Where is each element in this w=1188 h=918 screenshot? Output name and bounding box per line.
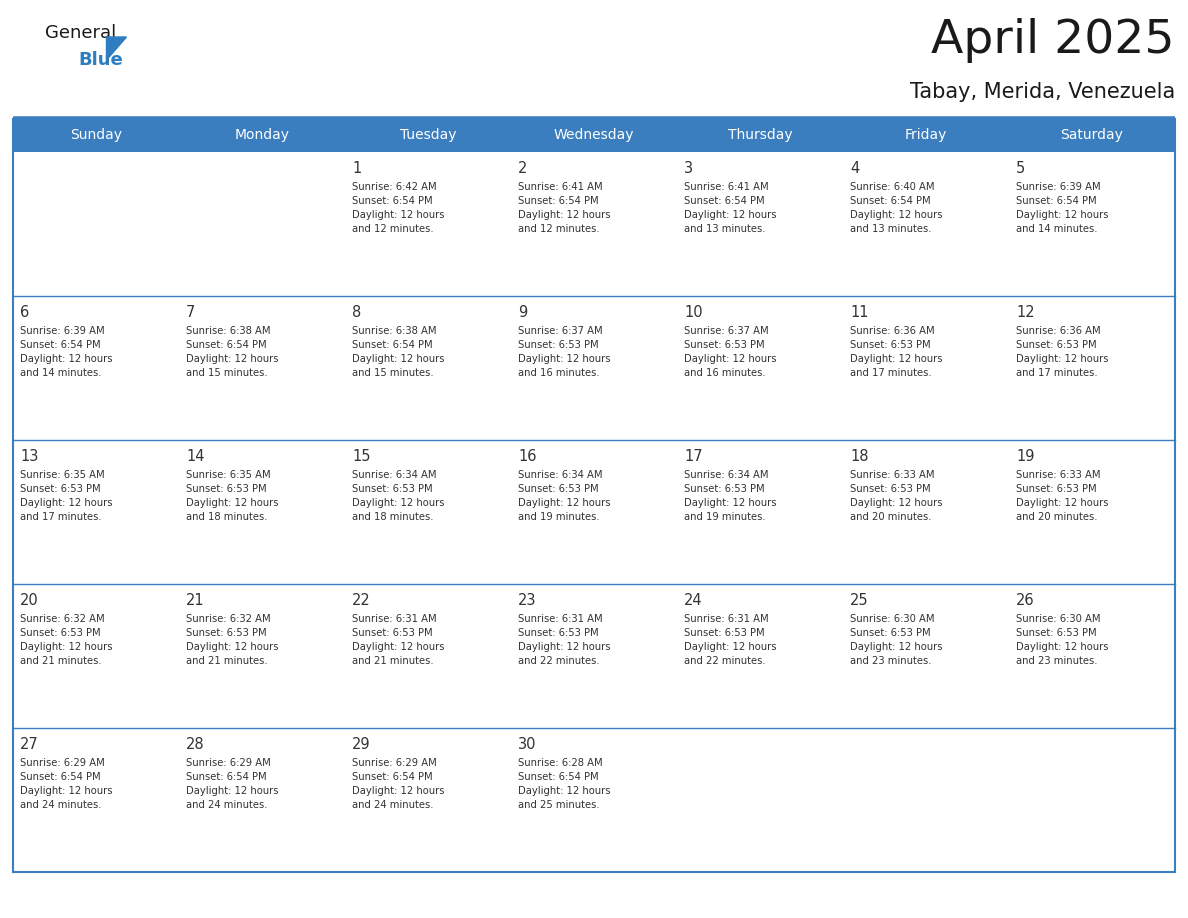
Text: 24: 24	[684, 593, 702, 608]
Bar	[13, 584, 1175, 728]
Text: 16: 16	[518, 449, 537, 464]
Text: Sunrise: 6:33 AM
Sunset: 6:53 PM
Daylight: 12 hours
and 20 minutes.: Sunrise: 6:33 AM Sunset: 6:53 PM Dayligh…	[849, 470, 942, 522]
Text: Sunrise: 6:32 AM
Sunset: 6:53 PM
Daylight: 12 hours
and 21 minutes.: Sunrise: 6:32 AM Sunset: 6:53 PM Dayligh…	[187, 614, 278, 666]
Text: Sunrise: 6:39 AM
Sunset: 6:54 PM
Daylight: 12 hours
and 14 minutes.: Sunrise: 6:39 AM Sunset: 6:54 PM Dayligh…	[1016, 182, 1108, 234]
Text: 10: 10	[684, 305, 702, 320]
Text: Sunrise: 6:29 AM
Sunset: 6:54 PM
Daylight: 12 hours
and 24 minutes.: Sunrise: 6:29 AM Sunset: 6:54 PM Dayligh…	[20, 758, 113, 810]
Text: Sunrise: 6:37 AM
Sunset: 6:53 PM
Daylight: 12 hours
and 16 minutes.: Sunrise: 6:37 AM Sunset: 6:53 PM Dayligh…	[684, 326, 777, 378]
Text: Sunrise: 6:42 AM
Sunset: 6:54 PM
Daylight: 12 hours
and 12 minutes.: Sunrise: 6:42 AM Sunset: 6:54 PM Dayligh…	[352, 182, 444, 234]
Text: 8: 8	[352, 305, 361, 320]
Text: Sunrise: 6:38 AM
Sunset: 6:54 PM
Daylight: 12 hours
and 15 minutes.: Sunrise: 6:38 AM Sunset: 6:54 PM Dayligh…	[352, 326, 444, 378]
Text: Sunrise: 6:38 AM
Sunset: 6:54 PM
Daylight: 12 hours
and 15 minutes.: Sunrise: 6:38 AM Sunset: 6:54 PM Dayligh…	[187, 326, 278, 378]
Text: Sunrise: 6:33 AM
Sunset: 6:53 PM
Daylight: 12 hours
and 20 minutes.: Sunrise: 6:33 AM Sunset: 6:53 PM Dayligh…	[1016, 470, 1108, 522]
Text: Wednesday: Wednesday	[554, 129, 634, 142]
Text: 5: 5	[1016, 161, 1025, 176]
Text: Monday: Monday	[234, 129, 290, 142]
Text: Sunrise: 6:36 AM
Sunset: 6:53 PM
Daylight: 12 hours
and 17 minutes.: Sunrise: 6:36 AM Sunset: 6:53 PM Dayligh…	[849, 326, 942, 378]
Text: Sunrise: 6:36 AM
Sunset: 6:53 PM
Daylight: 12 hours
and 17 minutes.: Sunrise: 6:36 AM Sunset: 6:53 PM Dayligh…	[1016, 326, 1108, 378]
Text: 4: 4	[849, 161, 859, 176]
Text: Sunrise: 6:31 AM
Sunset: 6:53 PM
Daylight: 12 hours
and 21 minutes.: Sunrise: 6:31 AM Sunset: 6:53 PM Dayligh…	[352, 614, 444, 666]
Text: Sunrise: 6:34 AM
Sunset: 6:53 PM
Daylight: 12 hours
and 19 minutes.: Sunrise: 6:34 AM Sunset: 6:53 PM Dayligh…	[684, 470, 777, 522]
Text: 23: 23	[518, 593, 537, 608]
Text: 22: 22	[352, 593, 371, 608]
Text: Sunrise: 6:32 AM
Sunset: 6:53 PM
Daylight: 12 hours
and 21 minutes.: Sunrise: 6:32 AM Sunset: 6:53 PM Dayligh…	[20, 614, 113, 666]
Text: 3: 3	[684, 161, 693, 176]
Text: 14: 14	[187, 449, 204, 464]
Text: 12: 12	[1016, 305, 1035, 320]
Text: 2: 2	[518, 161, 527, 176]
Text: 18: 18	[849, 449, 868, 464]
Text: Sunrise: 6:34 AM
Sunset: 6:53 PM
Daylight: 12 hours
and 19 minutes.: Sunrise: 6:34 AM Sunset: 6:53 PM Dayligh…	[518, 470, 611, 522]
Text: 29: 29	[352, 737, 371, 752]
Text: 20: 20	[20, 593, 39, 608]
Text: Sunrise: 6:30 AM
Sunset: 6:53 PM
Daylight: 12 hours
and 23 minutes.: Sunrise: 6:30 AM Sunset: 6:53 PM Dayligh…	[1016, 614, 1108, 666]
Text: Tabay, Merida, Venezuela: Tabay, Merida, Venezuela	[910, 82, 1175, 102]
Text: 28: 28	[187, 737, 204, 752]
Text: Sunrise: 6:41 AM
Sunset: 6:54 PM
Daylight: 12 hours
and 13 minutes.: Sunrise: 6:41 AM Sunset: 6:54 PM Dayligh…	[684, 182, 777, 234]
Text: Sunrise: 6:29 AM
Sunset: 6:54 PM
Daylight: 12 hours
and 24 minutes.: Sunrise: 6:29 AM Sunset: 6:54 PM Dayligh…	[187, 758, 278, 810]
Text: Sunrise: 6:40 AM
Sunset: 6:54 PM
Daylight: 12 hours
and 13 minutes.: Sunrise: 6:40 AM Sunset: 6:54 PM Dayligh…	[849, 182, 942, 234]
Text: Sunrise: 6:34 AM
Sunset: 6:53 PM
Daylight: 12 hours
and 18 minutes.: Sunrise: 6:34 AM Sunset: 6:53 PM Dayligh…	[352, 470, 444, 522]
Polygon shape	[107, 37, 126, 60]
Text: Sunrise: 6:37 AM
Sunset: 6:53 PM
Daylight: 12 hours
and 16 minutes.: Sunrise: 6:37 AM Sunset: 6:53 PM Dayligh…	[518, 326, 611, 378]
Text: Thursday: Thursday	[728, 129, 792, 142]
Text: Sunrise: 6:39 AM
Sunset: 6:54 PM
Daylight: 12 hours
and 14 minutes.: Sunrise: 6:39 AM Sunset: 6:54 PM Dayligh…	[20, 326, 113, 378]
Text: 9: 9	[518, 305, 527, 320]
Text: 21: 21	[187, 593, 204, 608]
Bar	[13, 296, 1175, 440]
Text: Tuesday: Tuesday	[399, 129, 456, 142]
Text: April 2025: April 2025	[931, 18, 1175, 63]
Text: 17: 17	[684, 449, 702, 464]
Text: 19: 19	[1016, 449, 1035, 464]
Bar	[13, 152, 1175, 296]
Text: 25: 25	[849, 593, 868, 608]
Bar	[13, 440, 1175, 584]
Bar	[13, 728, 1175, 872]
Text: Saturday: Saturday	[1061, 129, 1124, 142]
Text: Blue: Blue	[78, 51, 122, 69]
Text: 13: 13	[20, 449, 38, 464]
Text: 26: 26	[1016, 593, 1035, 608]
Text: 6: 6	[20, 305, 30, 320]
Text: Friday: Friday	[905, 129, 947, 142]
Bar	[13, 119, 1175, 152]
Text: Sunrise: 6:31 AM
Sunset: 6:53 PM
Daylight: 12 hours
and 22 minutes.: Sunrise: 6:31 AM Sunset: 6:53 PM Dayligh…	[518, 614, 611, 666]
Text: 30: 30	[518, 737, 537, 752]
Text: Sunrise: 6:31 AM
Sunset: 6:53 PM
Daylight: 12 hours
and 22 minutes.: Sunrise: 6:31 AM Sunset: 6:53 PM Dayligh…	[684, 614, 777, 666]
Text: 27: 27	[20, 737, 39, 752]
Text: 15: 15	[352, 449, 371, 464]
Text: Sunrise: 6:30 AM
Sunset: 6:53 PM
Daylight: 12 hours
and 23 minutes.: Sunrise: 6:30 AM Sunset: 6:53 PM Dayligh…	[849, 614, 942, 666]
Text: Sunrise: 6:28 AM
Sunset: 6:54 PM
Daylight: 12 hours
and 25 minutes.: Sunrise: 6:28 AM Sunset: 6:54 PM Dayligh…	[518, 758, 611, 810]
Text: 11: 11	[849, 305, 868, 320]
Text: 1: 1	[352, 161, 361, 176]
Text: Sunrise: 6:29 AM
Sunset: 6:54 PM
Daylight: 12 hours
and 24 minutes.: Sunrise: 6:29 AM Sunset: 6:54 PM Dayligh…	[352, 758, 444, 810]
Text: Sunday: Sunday	[70, 129, 122, 142]
Text: Sunrise: 6:41 AM
Sunset: 6:54 PM
Daylight: 12 hours
and 12 minutes.: Sunrise: 6:41 AM Sunset: 6:54 PM Dayligh…	[518, 182, 611, 234]
Text: Sunrise: 6:35 AM
Sunset: 6:53 PM
Daylight: 12 hours
and 17 minutes.: Sunrise: 6:35 AM Sunset: 6:53 PM Dayligh…	[20, 470, 113, 522]
Text: General: General	[45, 24, 116, 42]
Text: 7: 7	[187, 305, 195, 320]
Text: Sunrise: 6:35 AM
Sunset: 6:53 PM
Daylight: 12 hours
and 18 minutes.: Sunrise: 6:35 AM Sunset: 6:53 PM Dayligh…	[187, 470, 278, 522]
